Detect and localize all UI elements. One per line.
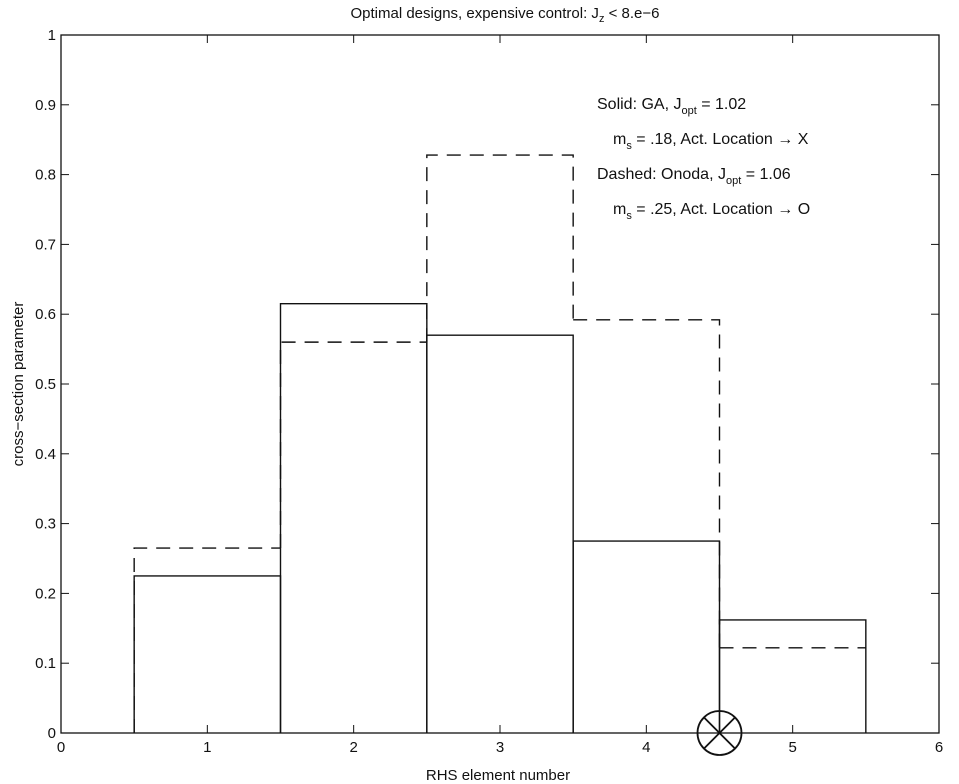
y-tick-label: 0.8	[35, 167, 56, 184]
series-dashed	[133, 154, 866, 733]
x-tick-label: 5	[788, 739, 796, 756]
y-tick-label: 0	[48, 725, 56, 742]
annotation-dashed-line1: Dashed: Onoda, Jopt = 1.06	[597, 166, 791, 187]
y-tick-label: 0.9	[35, 97, 56, 114]
tick-layer: 0 1 2 3 4 5 6 0 0.1 0.2 0.3 0.4 0.5 0.6 0.7 0.8 0.9 1	[35, 27, 943, 756]
bar-solid-5	[718, 619, 867, 733]
series-layer	[133, 154, 867, 733]
bar-dashed-4	[573, 319, 721, 648]
chart-title: Optimal designs, expensive control: Jz <…	[350, 5, 659, 25]
x-tick-label: 2	[349, 739, 357, 756]
bar-solid-1	[133, 575, 282, 733]
y-tick-label: 1	[48, 27, 56, 44]
x-axis-label: RHS element number	[426, 767, 570, 784]
bar-dashed-2	[279, 341, 427, 549]
bar-solid-4	[572, 540, 721, 733]
y-tick-label: 0.7	[35, 236, 56, 253]
x-tick-label: 4	[642, 739, 650, 756]
annotation-dashed-line2: ms = .25, Act. Location → O	[613, 201, 810, 222]
y-tick-label: 0.3	[35, 516, 56, 533]
x-tick-label: 1	[203, 739, 211, 756]
y-tick-label: 0.2	[35, 585, 56, 602]
actuator-marker	[696, 710, 743, 756]
annotation-solid-line2: ms = .18, Act. Location → X	[613, 131, 809, 152]
bar-solid-2	[279, 303, 428, 733]
x-tick-label: 3	[496, 739, 504, 756]
actuator-x-marker	[703, 716, 736, 750]
x-tick-label: 0	[57, 739, 65, 756]
x-tick-label: 6	[935, 739, 943, 756]
bar-dashed-1	[133, 547, 281, 733]
y-tick-label: 0.1	[35, 655, 56, 672]
y-tick-label: 0.4	[35, 446, 56, 463]
y-tick-label: 0.6	[35, 306, 56, 323]
actuator-o-marker	[696, 710, 743, 756]
y-axis-label: cross−section parameter	[10, 302, 27, 467]
legend-annotations: Solid: GA, Jopt = 1.02 ms = .18, Act. Lo…	[597, 96, 810, 222]
bar-dashed-3	[426, 154, 574, 343]
bar-solid-3	[426, 334, 574, 733]
annotation-solid-line1: Solid: GA, Jopt = 1.02	[597, 96, 746, 117]
series-solid	[133, 303, 867, 733]
y-tick-label: 0.5	[35, 376, 56, 393]
